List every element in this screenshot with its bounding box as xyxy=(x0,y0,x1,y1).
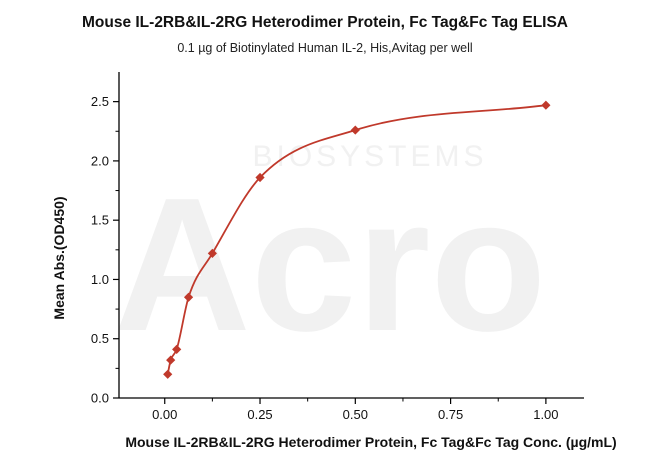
axes xyxy=(118,72,584,399)
y-tick-label: 2.0 xyxy=(91,153,109,168)
data-point xyxy=(541,100,551,110)
watermark-logo: Acro xyxy=(114,159,547,371)
x-tick-label: 0.25 xyxy=(247,407,272,422)
data-point xyxy=(207,248,217,258)
watermark-text: BIOSYSTEMS xyxy=(252,140,487,173)
data-points xyxy=(163,100,551,379)
data-point xyxy=(163,369,173,379)
data-point xyxy=(172,344,182,354)
y-axis-label: Mean Abs.(OD450) xyxy=(51,196,67,319)
chart-title: Mouse IL-2RB&IL-2RG Heterodimer Protein,… xyxy=(81,14,568,31)
y-tick-label: 2.5 xyxy=(91,94,109,109)
x-tick-label: 0.00 xyxy=(152,407,177,422)
x-axis-label: Mouse IL-2RB&IL-2RG Heterodimer Protein,… xyxy=(125,434,616,450)
y-tick-label: 1.5 xyxy=(91,213,109,228)
watermark: Acro BIOSYSTEMS xyxy=(114,140,547,371)
data-point xyxy=(183,292,194,302)
data-point xyxy=(350,125,360,135)
y-tick-label: 1.0 xyxy=(91,272,109,287)
x-tick-label: 0.75 xyxy=(438,407,463,422)
y-tick-label: 0.0 xyxy=(91,391,109,406)
y-tick-label: 0.5 xyxy=(91,331,109,346)
ticks: 0.0 0.5 1.0 1.5 2.0 2.5 0.00 0.25 0.50 0.75 1.00 xyxy=(91,94,559,422)
x-tick-label: 0.50 xyxy=(343,407,368,422)
chart-subtitle: 0.1 µg of Biotinylated Human IL-2, His,A… xyxy=(177,41,473,55)
x-tick-label: 1.00 xyxy=(533,407,558,422)
data-point xyxy=(255,172,265,183)
data-point xyxy=(166,355,176,365)
